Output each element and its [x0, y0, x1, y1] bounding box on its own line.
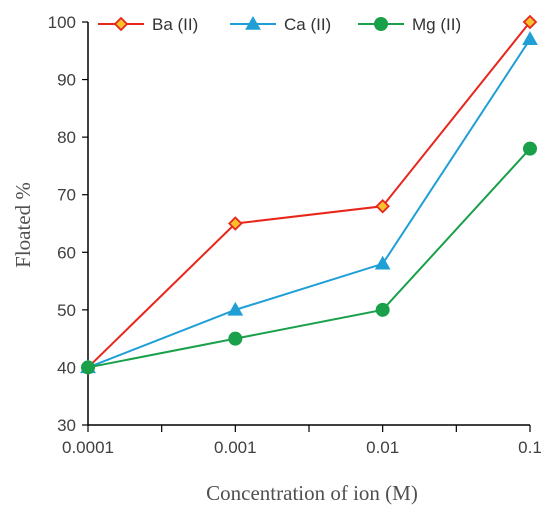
series-diamond	[80, 14, 538, 375]
series-group	[80, 14, 538, 375]
y-axis-ticks: 30 40 50 60 70 80 90 100	[48, 13, 88, 435]
data-point	[523, 141, 537, 156]
data-point	[374, 255, 391, 270]
series-line	[87, 21, 531, 369]
x-axis-title: Concentration of ion (M)	[206, 481, 418, 505]
legend-label: Mg (II)	[412, 15, 461, 34]
y-tick-label: 100	[48, 13, 76, 32]
legend-item: Ca (II)	[230, 15, 331, 34]
x-axis-ticks: 0.0001 0.001 0.01 0.1	[62, 425, 542, 457]
y-tick-label: 80	[57, 128, 76, 147]
legend-marker	[113, 16, 129, 32]
x-tick-label: 0.0001	[62, 438, 114, 457]
legend-marker	[374, 17, 388, 31]
y-tick-label: 60	[57, 243, 76, 262]
y-tick-label: 90	[57, 71, 76, 90]
legend-item: Mg (II)	[358, 15, 461, 34]
data-point	[228, 331, 243, 346]
data-point	[81, 360, 95, 375]
axes	[87, 22, 530, 426]
data-point	[375, 198, 390, 214]
series-circle	[81, 141, 537, 375]
legend-item: Ba (II)	[98, 15, 198, 34]
y-tick-label: 50	[57, 301, 76, 320]
legend-label: Ca (II)	[284, 15, 331, 34]
x-tick-label: 0.01	[366, 438, 399, 457]
series-line	[87, 38, 531, 369]
legend: Ba (II) Ca (II) Mg (II)	[98, 15, 461, 34]
series-line	[87, 147, 531, 369]
y-tick-label: 30	[57, 416, 76, 435]
data-point	[375, 302, 390, 317]
series-triangle	[80, 31, 538, 374]
data-point	[522, 31, 538, 46]
y-tick-label: 40	[57, 358, 76, 377]
y-axis-title: Floated %	[11, 182, 35, 268]
legend-label: Ba (II)	[152, 15, 198, 34]
y-tick-label: 70	[57, 186, 76, 205]
data-point	[228, 216, 243, 231]
legend-marker	[245, 15, 261, 30]
data-point	[227, 301, 244, 316]
x-tick-label: 0.1	[518, 438, 542, 457]
data-point	[522, 14, 538, 30]
x-tick-label: 0.001	[214, 438, 257, 457]
